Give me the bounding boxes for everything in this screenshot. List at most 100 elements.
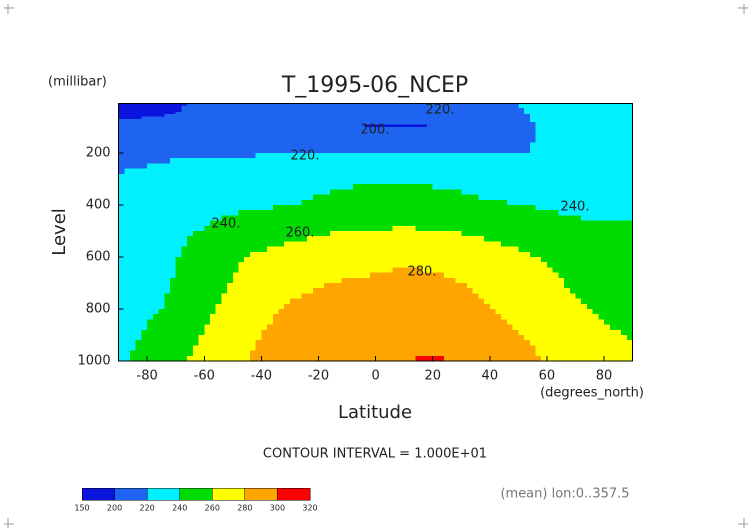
contour-cell (506, 241, 514, 248)
contour-cell (564, 241, 571, 248)
contour-cell (569, 288, 577, 294)
contour-cell (449, 105, 457, 109)
contour-cell (432, 267, 440, 274)
contour-cell (238, 329, 245, 336)
contour-cell (438, 111, 445, 115)
contour-cell (529, 137, 537, 144)
contour-cell (381, 189, 388, 196)
contour-cell (352, 262, 360, 268)
contour-cell (398, 267, 405, 274)
contour-cell (341, 324, 348, 331)
contour-field (118, 103, 634, 362)
x-axis-title: Latitude (338, 402, 412, 423)
contour-cell (318, 132, 325, 138)
contour-cell (324, 114, 331, 118)
contour-cell (244, 309, 251, 315)
contour-cell (204, 241, 211, 248)
contour-cell (124, 303, 131, 310)
contour-cell (198, 137, 205, 144)
contour-cell (329, 184, 337, 190)
contour-cell (489, 329, 497, 336)
contour-cell (175, 355, 183, 362)
contour-cell (398, 272, 405, 279)
contour-cell (506, 147, 514, 154)
contour-cell (152, 210, 160, 216)
contour-cell (598, 124, 605, 128)
contour-cell (626, 236, 634, 242)
contour-cell (398, 153, 405, 159)
contour-cell (506, 345, 514, 352)
contour-cell (272, 329, 280, 336)
contour-cell (130, 345, 137, 352)
contour-cell (564, 147, 571, 154)
contour-cell (518, 158, 525, 164)
contour-cell (421, 225, 428, 232)
contour-cell (198, 205, 205, 211)
contour-cell (318, 215, 325, 222)
contour-cell (478, 121, 485, 125)
contour-cell (272, 205, 280, 211)
contour-cell (244, 262, 251, 268)
contour-cell (329, 262, 337, 268)
contour-cell (421, 262, 428, 268)
contour-cell (444, 283, 451, 289)
contour-cell (466, 324, 474, 331)
contour-cell (364, 137, 371, 144)
contour-cell (501, 179, 508, 185)
contour-cell (267, 173, 274, 180)
contour-cell (175, 147, 183, 154)
contour-cell (192, 319, 200, 326)
contour-cell (484, 124, 491, 128)
contour-cell (244, 205, 251, 211)
contour-cell (204, 173, 211, 180)
contour-cell (398, 303, 405, 310)
contour-cell (187, 220, 194, 227)
contour-cell (312, 127, 320, 133)
contour-cell (512, 314, 519, 320)
contour-cell (130, 241, 137, 248)
chart-title: T_1995-06_NCEP (281, 73, 468, 98)
contour-cell (604, 272, 611, 279)
contour-cell (249, 298, 257, 305)
contour-cell (427, 241, 434, 248)
contour-cell (209, 114, 217, 118)
contour-cell (215, 107, 222, 111)
contour-cell (558, 103, 565, 107)
contour-cell (130, 257, 137, 263)
contour-cell (621, 277, 628, 284)
contour-cell (124, 119, 131, 123)
contour-cell (541, 231, 548, 237)
contour-cell (552, 314, 559, 320)
contour-cell (626, 267, 634, 274)
contour-cell (404, 116, 411, 120)
contour-cell (358, 329, 365, 336)
contour-cell (227, 215, 234, 222)
contour-cell (512, 124, 519, 128)
contour-cell (244, 132, 251, 138)
contour-cell (478, 288, 485, 294)
contour-cell (472, 137, 479, 144)
contour-cell (204, 257, 211, 263)
contour-cell (432, 107, 440, 111)
contour-cell (170, 288, 177, 294)
contour-cell (415, 132, 422, 138)
contour-cell (335, 283, 342, 289)
contour-cell (267, 124, 274, 128)
contour-cell (164, 142, 171, 149)
contour-cell (541, 246, 548, 253)
contour-cell (209, 142, 217, 149)
contour-cell (621, 262, 628, 268)
contour-cell (118, 329, 125, 336)
contour-cell (398, 124, 405, 128)
contour-cell (301, 350, 308, 357)
contour-cell (484, 163, 491, 170)
contour-cell (255, 189, 262, 196)
contour-cell (198, 251, 205, 258)
contour-cell (278, 251, 285, 258)
contour-cell (187, 319, 194, 326)
contour-cell (626, 173, 634, 180)
contour-cell (569, 319, 577, 326)
contour-cell (495, 340, 502, 346)
contour-cell (181, 142, 188, 149)
contour-cell (244, 251, 251, 258)
